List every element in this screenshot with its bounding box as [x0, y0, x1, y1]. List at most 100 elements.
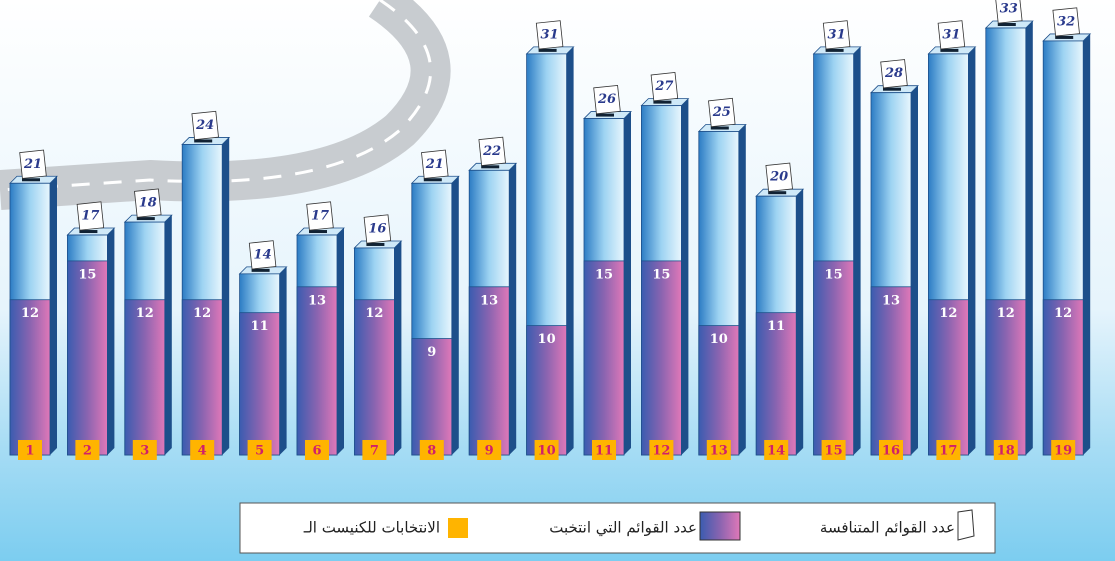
value-label: 10: [710, 332, 728, 347]
bar-segment: [986, 300, 1026, 455]
value-label: 12: [1054, 306, 1072, 321]
bar-side: [222, 137, 229, 455]
value-label: 9: [427, 345, 436, 360]
bar-side: [107, 228, 114, 455]
value-label: 26: [597, 92, 616, 107]
x-tick-label: 13: [710, 444, 728, 459]
value-label: 12: [193, 306, 211, 321]
value-label: 25: [712, 105, 731, 120]
bar-segment: [297, 287, 337, 455]
slot: [768, 191, 786, 194]
bar-side: [1083, 34, 1090, 455]
value-label: 12: [365, 306, 383, 321]
value-label: 21: [425, 157, 444, 172]
x-tick-label: 17: [939, 444, 957, 459]
slot: [998, 23, 1016, 26]
value-label: 15: [78, 267, 96, 282]
bar-segment: [928, 300, 968, 455]
slot: [1055, 36, 1073, 39]
x-tick-label: 19: [1054, 444, 1072, 459]
value-label: 10: [538, 332, 556, 347]
value-label: 21: [23, 157, 42, 172]
value-label: 15: [595, 267, 613, 282]
value-label: 16: [368, 221, 386, 236]
slot: [596, 114, 614, 117]
x-tick-label: 7: [370, 444, 379, 459]
bar-segment: [1043, 300, 1083, 455]
value-label: 18: [139, 196, 157, 211]
value-label: 20: [769, 170, 788, 185]
value-label: 31: [541, 27, 559, 42]
x-tick-label: 2: [83, 444, 92, 459]
slot: [79, 230, 97, 233]
chart: 2112117152181232412414115171361612721982…: [0, 0, 1115, 561]
slot: [366, 243, 384, 246]
value-label: 31: [942, 27, 960, 42]
bar-side: [165, 215, 172, 455]
slot: [424, 178, 442, 181]
slot: [653, 101, 671, 104]
bar-side: [509, 163, 516, 455]
slot: [252, 269, 270, 272]
x-tick-label: 3: [140, 444, 149, 459]
bar-side: [394, 241, 401, 455]
slot: [194, 139, 212, 142]
x-tick-label: 15: [825, 444, 843, 459]
legend-label: عدد القوائم التي انتخبت: [549, 519, 697, 538]
bar-segment: [354, 300, 394, 455]
value-label: 15: [652, 267, 670, 282]
value-label: 13: [882, 293, 900, 308]
x-tick-label: 1: [25, 444, 34, 459]
slot: [711, 127, 729, 130]
value-label: 32: [1057, 14, 1075, 29]
bar-side: [280, 267, 287, 455]
bar-segment: [641, 261, 681, 455]
value-label: 22: [482, 144, 501, 159]
slot: [22, 178, 40, 181]
bar-side: [854, 47, 861, 455]
value-label: 11: [767, 319, 785, 334]
value-label: 12: [21, 306, 39, 321]
bar-side: [452, 176, 459, 455]
bar-side: [624, 112, 631, 455]
x-tick-label: 4: [198, 444, 207, 459]
x-tick-label: 6: [312, 444, 321, 459]
x-tick-label: 14: [767, 444, 785, 459]
bar-segment: [10, 300, 50, 455]
x-tick-label: 10: [538, 444, 556, 459]
x-tick-label: 5: [255, 444, 264, 459]
legend-swatch: [700, 512, 740, 540]
value-label: 24: [195, 118, 214, 133]
legend-label: الانتخابات للكنيست الـ: [303, 519, 440, 537]
value-label: 12: [136, 306, 154, 321]
bar-segment: [125, 300, 165, 455]
bar-side: [1026, 21, 1033, 455]
bar-segment: [182, 300, 222, 455]
slot: [137, 217, 155, 220]
x-tick-label: 16: [882, 444, 900, 459]
bar-side: [50, 176, 57, 455]
value-label: 15: [825, 267, 843, 282]
x-tick-label: 11: [595, 444, 613, 459]
value-label: 33: [1000, 2, 1018, 17]
value-label: 31: [828, 27, 846, 42]
bar-segment: [584, 261, 624, 455]
value-label: 14: [254, 247, 272, 262]
value-label: 27: [654, 79, 673, 94]
slot: [940, 49, 958, 52]
bar-segment: [67, 261, 107, 455]
bar-side: [567, 47, 574, 455]
bar-side: [968, 47, 975, 455]
value-label: 12: [997, 306, 1015, 321]
bar-side: [739, 125, 746, 455]
bar-segment: [814, 261, 854, 455]
slot: [883, 88, 901, 91]
legend-label: عدد القوائم المتنافسة: [820, 519, 955, 537]
value-label: 28: [884, 66, 903, 81]
x-tick-label: 18: [997, 444, 1015, 459]
slot: [539, 49, 557, 52]
value-label: 13: [480, 293, 498, 308]
slot: [481, 165, 499, 168]
bar-side: [796, 189, 803, 455]
x-tick-label: 12: [652, 444, 670, 459]
